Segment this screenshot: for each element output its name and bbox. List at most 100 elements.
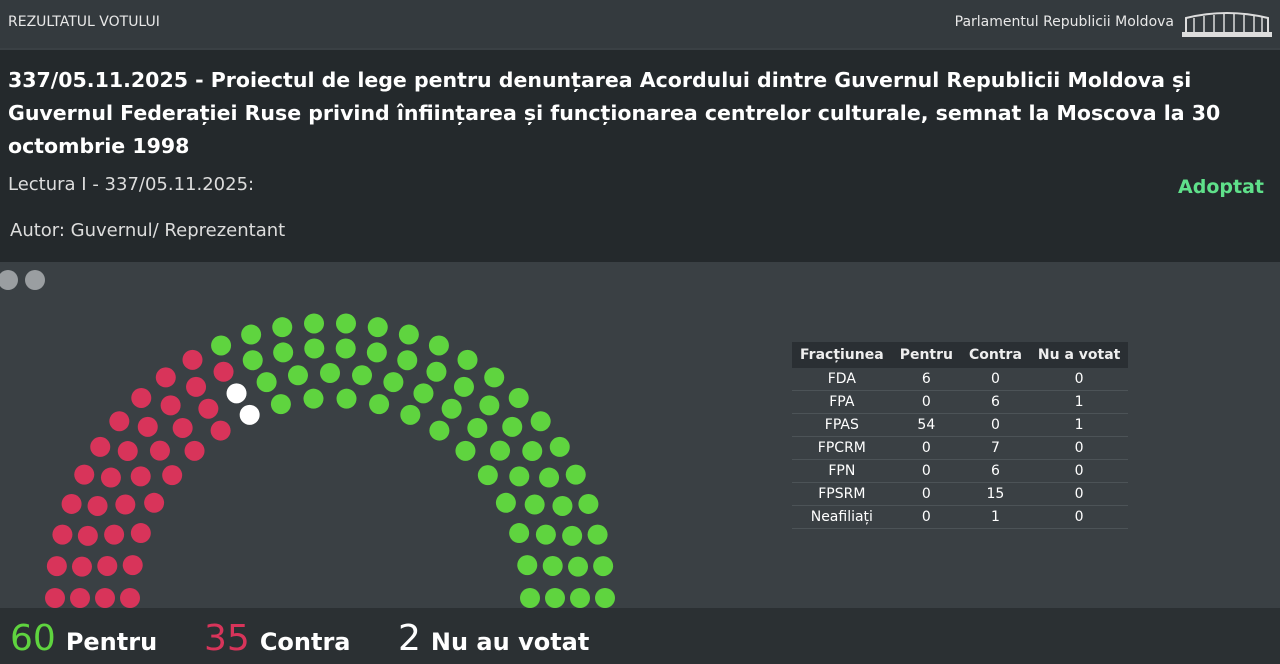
- seat-dot: [320, 363, 340, 383]
- reading: Lectura I - 337/05.11.2025:: [8, 174, 255, 195]
- seat-dot: [198, 398, 219, 419]
- table-cell: 0: [891, 482, 961, 506]
- seat-dot: [428, 335, 449, 356]
- table-cell: 0: [1029, 505, 1129, 529]
- table-cell: 0: [891, 459, 961, 483]
- seat-dot: [226, 383, 247, 404]
- hemicycle: [0, 270, 615, 608]
- seat-dot: [539, 467, 560, 488]
- table-cell: 6: [891, 368, 961, 391]
- seat-dot: [149, 440, 170, 461]
- seat-dot: [542, 555, 563, 576]
- seat-dot: [155, 367, 176, 388]
- seat-dot: [477, 465, 498, 486]
- table-cell: 54: [891, 413, 961, 437]
- seat-dot: [304, 338, 325, 359]
- seat-dot: [570, 588, 590, 608]
- column-header: Contra: [960, 342, 1030, 368]
- seat-dot: [369, 394, 390, 415]
- seat-dot: [587, 524, 608, 545]
- seat-dot: [509, 466, 530, 487]
- seat-dot: [184, 440, 205, 461]
- seat-dot: [530, 411, 551, 432]
- seat-dot: [400, 404, 421, 425]
- table-row: FPAS 54 0 1: [792, 413, 1129, 437]
- seat-dot: [131, 387, 152, 408]
- summary-bar: 60 Pentru 35 Contra 2 Nu au votat: [0, 608, 1280, 664]
- seat-dot: [120, 588, 140, 608]
- table-cell: Neafiliați: [792, 505, 892, 529]
- header-left: REZULTATUL VOTULUI: [8, 14, 160, 30]
- seat-dot: [46, 556, 67, 577]
- table-cell: 6: [960, 459, 1030, 483]
- seat-dot: [272, 317, 293, 338]
- column-header: Pentru: [891, 342, 961, 368]
- table-cell: 0: [1029, 436, 1129, 460]
- seat-dot: [242, 350, 263, 371]
- seat-dot: [130, 466, 151, 487]
- seat-dot: [270, 394, 291, 415]
- seat-dot: [578, 493, 599, 514]
- seat-dot: [593, 556, 614, 577]
- seat-dot: [535, 524, 556, 545]
- author: Autor: Guvernul/ Reprezentant: [10, 220, 286, 241]
- summary-label: Nu au votat: [430, 628, 590, 656]
- seat-dot: [117, 441, 138, 462]
- seat-dot: [162, 465, 183, 486]
- table-cell: FPA: [792, 390, 892, 414]
- seat-dot: [77, 525, 98, 546]
- seat-dot: [287, 365, 308, 386]
- seat-dot: [52, 524, 73, 545]
- table-cell: 0: [1029, 482, 1129, 506]
- seat-dot: [45, 588, 65, 608]
- seat-dot: [104, 524, 125, 545]
- summary-item: 60 Pentru: [10, 618, 157, 659]
- seat-dot: [517, 555, 538, 576]
- seat-dot: [122, 555, 143, 576]
- logo: [1182, 12, 1272, 37]
- table-cell: 1: [1029, 390, 1129, 414]
- seat-dot: [520, 588, 540, 608]
- table-cell: 6: [960, 390, 1030, 414]
- seat-dot: [303, 388, 324, 409]
- seat-dot: [256, 372, 277, 393]
- seat-dot: [429, 420, 450, 441]
- seat-dot: [335, 338, 356, 359]
- table-cell: 0: [891, 505, 961, 529]
- column-header: Fracțiunea: [792, 342, 892, 368]
- table-cell: FPCRM: [792, 436, 892, 460]
- seat-dot: [367, 317, 388, 338]
- table-cell: 0: [891, 436, 961, 460]
- bill-panel: 337/05.11.2025 - Proiectul de lege pentr…: [0, 50, 1280, 262]
- seat-dot: [71, 556, 92, 577]
- seat-dot: [109, 411, 130, 432]
- seat-dot: [90, 436, 111, 457]
- seat-dot: [186, 376, 207, 397]
- seat-dot: [524, 494, 545, 515]
- seat-dot: [552, 495, 573, 516]
- seat-dot: [453, 376, 474, 397]
- seat-dot: [502, 416, 523, 437]
- seat-dot: [484, 367, 505, 388]
- seat-dot: [509, 523, 530, 544]
- table-cell: FPN: [792, 459, 892, 483]
- seat-dot: [87, 495, 108, 516]
- seat-dot: [565, 464, 586, 485]
- seat-dot: [595, 588, 615, 608]
- summary-count: 60: [10, 618, 56, 659]
- table-cell: 0: [891, 390, 961, 414]
- seat-dot: [211, 335, 232, 356]
- table-row: FDA 6 0 0: [792, 368, 1129, 391]
- bill-title: 337/05.11.2025 - Proiectul de lege pentr…: [8, 68, 1221, 158]
- seat-dot: [455, 440, 476, 461]
- status: Adoptat: [1178, 176, 1264, 198]
- seat-dot: [490, 440, 511, 461]
- indicator: [25, 270, 45, 290]
- seat-dot: [522, 441, 543, 462]
- seat-dot: [100, 467, 121, 488]
- seat-dot: [61, 493, 82, 514]
- seat-dot: [70, 588, 90, 608]
- seat-dot: [304, 313, 325, 334]
- seat-dot: [239, 404, 260, 425]
